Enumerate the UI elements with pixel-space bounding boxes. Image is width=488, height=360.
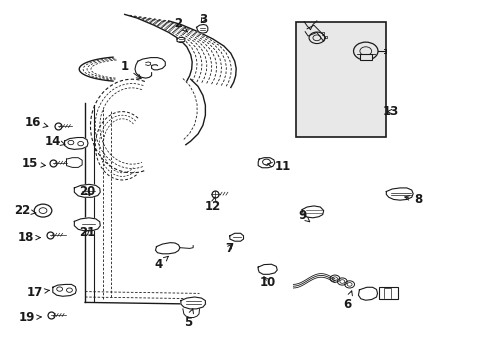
- Polygon shape: [302, 206, 323, 218]
- Polygon shape: [155, 243, 180, 254]
- Text: 20: 20: [79, 185, 95, 198]
- Polygon shape: [258, 264, 277, 274]
- Text: 3: 3: [199, 13, 206, 26]
- Text: 9: 9: [298, 209, 309, 222]
- Polygon shape: [196, 24, 207, 33]
- Polygon shape: [229, 233, 243, 241]
- Polygon shape: [177, 37, 184, 42]
- Polygon shape: [258, 158, 274, 168]
- Text: 11: 11: [267, 160, 290, 173]
- Text: 12: 12: [204, 197, 221, 213]
- Text: 13: 13: [382, 105, 399, 118]
- Polygon shape: [64, 138, 88, 149]
- Bar: [295, 22, 386, 137]
- Text: 8: 8: [404, 193, 421, 206]
- Polygon shape: [74, 184, 100, 197]
- Text: 4: 4: [155, 256, 168, 271]
- Text: 19: 19: [19, 311, 41, 324]
- Text: 6: 6: [343, 291, 352, 311]
- Text: 10: 10: [259, 276, 276, 289]
- Text: 22: 22: [14, 204, 36, 217]
- Bar: [359, 54, 371, 60]
- Text: 17: 17: [27, 286, 49, 299]
- Text: 14: 14: [44, 135, 65, 148]
- Polygon shape: [66, 158, 82, 167]
- Text: 1: 1: [121, 60, 141, 79]
- Polygon shape: [74, 218, 100, 231]
- Polygon shape: [386, 188, 412, 200]
- Text: 15: 15: [22, 157, 45, 170]
- Text: 7: 7: [224, 242, 232, 255]
- Text: 18: 18: [17, 231, 40, 244]
- Polygon shape: [53, 284, 76, 296]
- Bar: [378, 287, 397, 299]
- Text: 21: 21: [79, 226, 95, 239]
- Text: 16: 16: [25, 116, 48, 129]
- Text: 5: 5: [184, 309, 193, 329]
- Text: 2: 2: [174, 17, 187, 32]
- Polygon shape: [181, 297, 205, 309]
- Polygon shape: [358, 287, 377, 300]
